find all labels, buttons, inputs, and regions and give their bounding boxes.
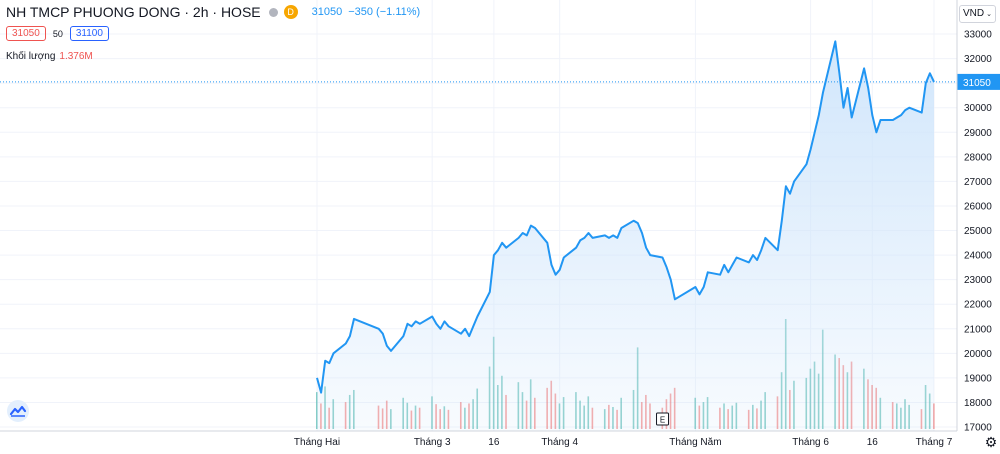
y-tick-label: 19000 [964, 373, 992, 384]
x-tick-label: Tháng 3 [414, 437, 451, 448]
tradingview-logo-icon[interactable] [7, 400, 29, 422]
spread-value: 50 [52, 28, 63, 39]
x-tick-label: 16 [867, 437, 879, 448]
y-tick-label: 32000 [964, 54, 992, 65]
y-tick-label: 25000 [964, 226, 992, 237]
volume-value: 1.376M [59, 51, 93, 62]
x-tick-label: Tháng Năm [669, 437, 721, 448]
volume-legend: Khối lượng 1.376M [6, 51, 93, 62]
earnings-marker-label: E [660, 416, 665, 425]
current-price-badge [957, 73, 1000, 90]
legend-header: NH TMCP PHUONG DONG · 2h · HOSE D 31050 … [6, 4, 420, 20]
y-tick-label: 26000 [964, 201, 992, 212]
gear-icon[interactable]: ⚙ [984, 434, 998, 450]
symbol-title[interactable]: NH TMCP PHUONG DONG · 2h · HOSE [6, 4, 261, 20]
y-tick-label: 24000 [964, 251, 992, 262]
earnings-marker-icon[interactable] [656, 412, 670, 426]
volume-bar [316, 392, 318, 429]
x-tick-label: Tháng 4 [541, 437, 578, 448]
volume-label: Khối lượng [6, 51, 56, 62]
y-tick-label: 17000 [964, 423, 992, 434]
price-line[interactable] [316, 40, 935, 394]
currency-label: VND [963, 8, 985, 19]
y-tick-label: 18000 [964, 398, 992, 409]
chevron-down-icon: ⌄ [986, 11, 992, 18]
price-area-fill [317, 41, 934, 432]
y-tick-label: 21000 [964, 324, 992, 335]
bid-ask: 31050 50 31100 [6, 26, 109, 41]
y-tick-label: 23000 [964, 275, 992, 286]
y-tick-label: 29000 [964, 128, 992, 139]
x-tick-label: Tháng 6 [792, 437, 829, 448]
currency-select[interactable]: VND ⌄ [959, 5, 996, 23]
y-tick-label: 28000 [964, 152, 992, 163]
market-status-icon [268, 7, 278, 17]
current-price-label: 31050 [963, 78, 991, 89]
y-tick-label: 30000 [964, 103, 992, 114]
price-area [316, 40, 935, 432]
y-tick-label: 22000 [964, 300, 992, 311]
y-tick-label: 20000 [964, 349, 992, 360]
delayed-badge: D [283, 5, 298, 19]
y-tick-label: 33000 [964, 30, 992, 41]
x-tick-label: Tháng 7 [916, 437, 953, 448]
x-tick-label: 16 [488, 437, 500, 448]
y-tick-label: 27000 [964, 177, 992, 188]
x-tick-label: Tháng Hai [294, 437, 340, 448]
price-change: −350 (−1.11%) [348, 6, 421, 18]
bid-price[interactable]: 31050 [6, 26, 46, 41]
ask-price[interactable]: 31100 [69, 26, 109, 41]
last-price: 31050 [311, 6, 343, 18]
